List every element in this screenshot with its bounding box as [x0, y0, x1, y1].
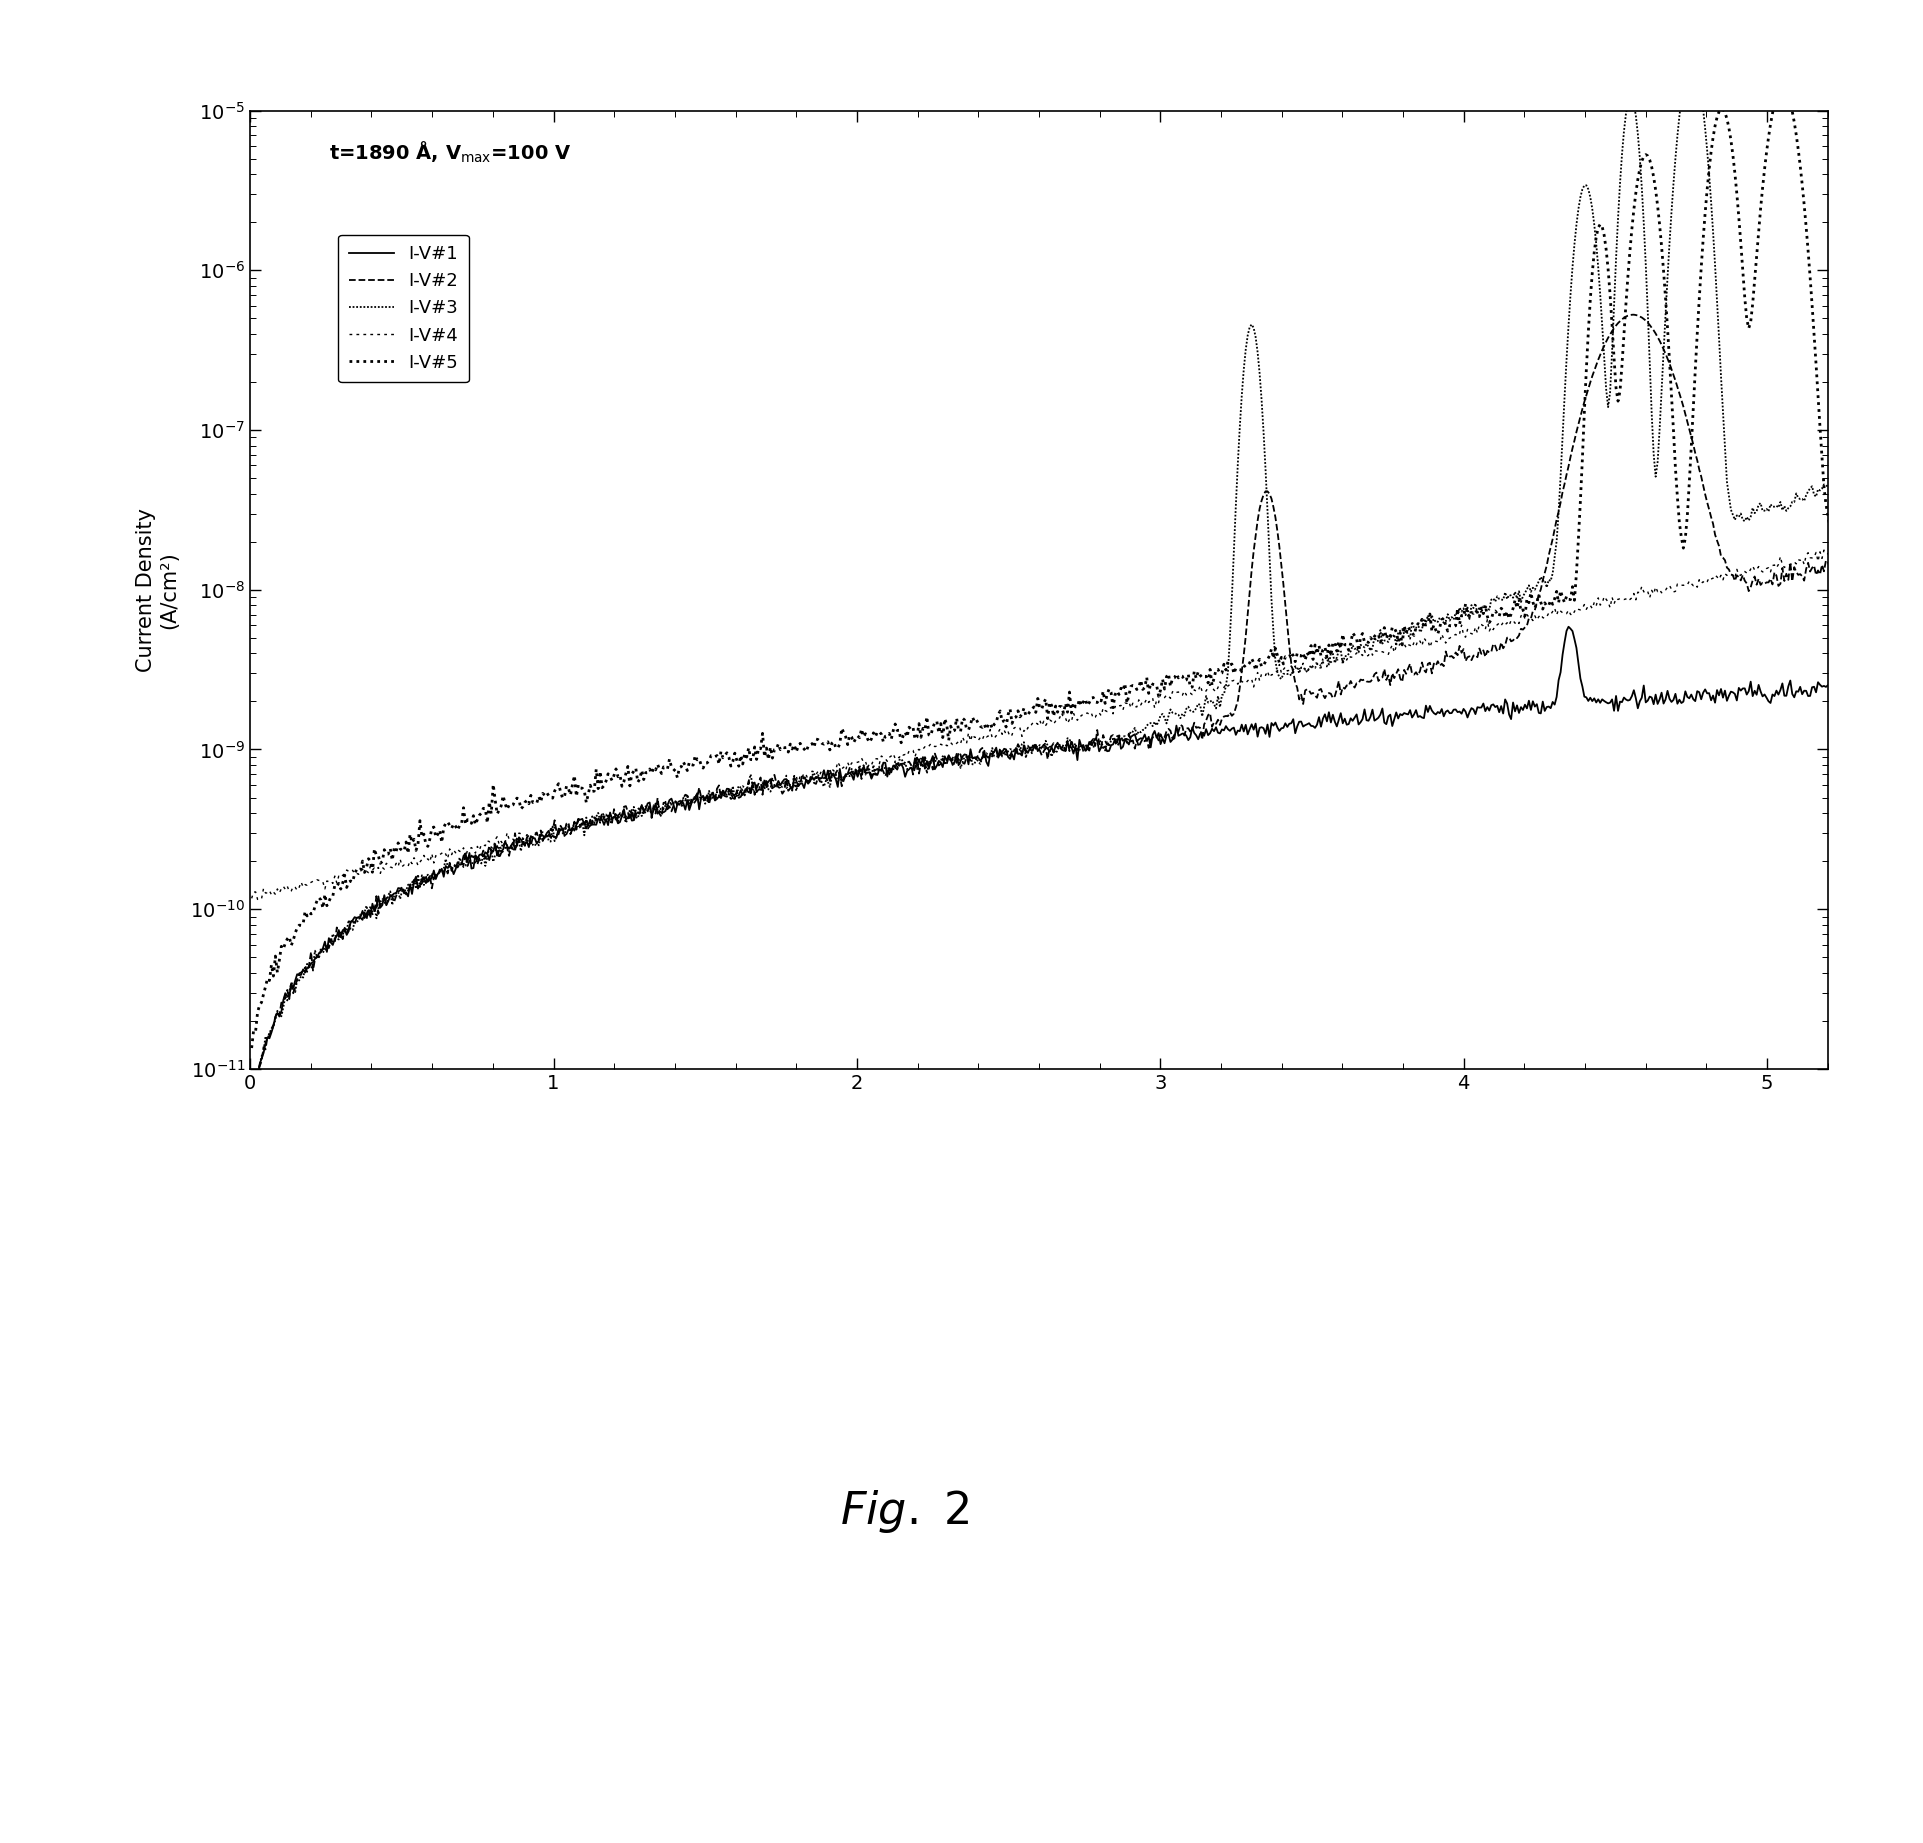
- Text: t=1890 Å, V$_{\rm max}$=100 V: t=1890 Å, V$_{\rm max}$=100 V: [329, 140, 571, 164]
- I-V#2: [1158, 721, 1181, 743]
- I-V#5: [1248, 649, 1271, 671]
- Line: I-V#2: I-V#2: [252, 315, 1833, 1084]
- I-V#5: [1602, 346, 1625, 369]
- I-V#5: [1821, 531, 1844, 553]
- I-V#3: [1679, 48, 1702, 70]
- I-V#2: [1821, 553, 1844, 575]
- I-V#5: [1769, 77, 1792, 100]
- I-V#4: [1821, 547, 1844, 569]
- I-V#4: [1442, 625, 1465, 647]
- I-V#4: [1604, 588, 1627, 610]
- I-V#4: [338, 861, 362, 883]
- I-V#3: [1440, 606, 1463, 628]
- Line: I-V#4: I-V#4: [252, 549, 1833, 899]
- I-V#3: [337, 909, 360, 931]
- I-V#4: [1250, 663, 1273, 686]
- Line: I-V#5: I-V#5: [252, 88, 1833, 1049]
- I-V#2: [1248, 498, 1271, 520]
- I-V#4: [1202, 678, 1225, 700]
- I-V#5: [337, 872, 360, 894]
- I-V#1: [337, 920, 360, 942]
- I-V#1: [1200, 717, 1223, 739]
- Y-axis label: Current Density
(A/cm²): Current Density (A/cm²): [137, 509, 179, 671]
- Line: I-V#1: I-V#1: [252, 627, 1833, 1084]
- Line: I-V#3: I-V#3: [252, 59, 1833, 1084]
- I-V#4: [1160, 680, 1183, 702]
- I-V#3: [1200, 689, 1223, 711]
- I-V#3: [1248, 361, 1271, 383]
- I-V#1: [1158, 732, 1181, 754]
- I-V#5: [1158, 675, 1181, 697]
- I-V#4: [246, 888, 269, 910]
- I-V#3: [1158, 698, 1181, 721]
- I-V#5: [1200, 675, 1223, 697]
- Legend: I-V#1, I-V#2, I-V#3, I-V#4, I-V#5: I-V#1, I-V#2, I-V#3, I-V#4, I-V#5: [338, 234, 469, 382]
- I-V#2: [1602, 317, 1625, 339]
- I-V#3: [1821, 474, 1844, 496]
- I-V#2: [1621, 304, 1644, 326]
- I-V#2: [337, 918, 360, 940]
- Text: $\mathit{Fig.\ 2}$: $\mathit{Fig.\ 2}$: [838, 1487, 969, 1535]
- I-V#2: [1200, 715, 1223, 737]
- I-V#2: [240, 1073, 263, 1095]
- I-V#1: [1248, 717, 1271, 739]
- I-V#1: [1604, 686, 1627, 708]
- I-V#1: [1440, 702, 1463, 724]
- I-V#5: [240, 1038, 263, 1060]
- I-V#1: [1821, 686, 1844, 708]
- I-V#4: [240, 886, 263, 909]
- I-V#4: [1811, 538, 1835, 560]
- I-V#3: [1602, 293, 1625, 315]
- I-V#5: [1440, 616, 1463, 638]
- I-V#3: [240, 1073, 263, 1095]
- I-V#1: [1556, 616, 1579, 638]
- I-V#2: [1440, 645, 1463, 667]
- I-V#1: [240, 1073, 263, 1095]
